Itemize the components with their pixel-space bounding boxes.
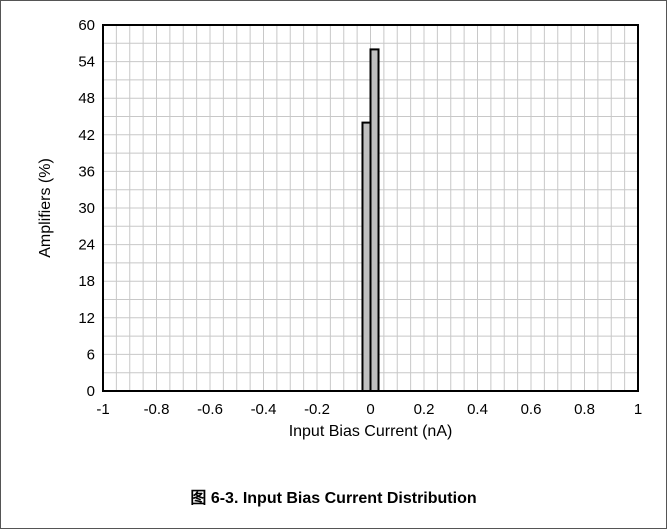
y-tick-label: 60 xyxy=(78,17,95,34)
x-tick-label: 0.4 xyxy=(467,401,488,418)
x-tick-label: 0.2 xyxy=(414,401,435,418)
y-tick-label: 54 xyxy=(78,54,95,71)
y-tick-label: 12 xyxy=(78,310,95,327)
y-tick-label: 42 xyxy=(78,127,95,144)
y-axis-tick-labels: 0 6 12 18 24 30 36 42 48 54 60 xyxy=(78,17,95,400)
histogram-chart: -1 -0.8 -0.6 -0.4 -0.2 0 0.2 0.4 0.6 0.8 1 0 6 12 18 2… xyxy=(37,17,642,440)
y-tick-label: 30 xyxy=(78,200,95,217)
x-tick-label: -0.8 xyxy=(144,401,170,418)
figure-caption: 图 6-3. Input Bias Current Distribution xyxy=(190,490,477,507)
histogram-bars xyxy=(361,48,380,393)
y-tick-label: 6 xyxy=(87,346,95,363)
x-tick-label: -1 xyxy=(96,401,109,418)
y-tick-label: 18 xyxy=(78,273,95,290)
x-tick-label: 0.8 xyxy=(574,401,595,418)
x-axis-tick-labels: -1 -0.8 -0.6 -0.4 -0.2 0 0.2 0.4 0.6 0.8 1 xyxy=(96,401,642,418)
x-tick-label: -0.2 xyxy=(304,401,330,418)
y-tick-label: 48 xyxy=(78,90,95,107)
y-tick-label: 24 xyxy=(78,237,95,254)
x-tick-label: 1 xyxy=(634,401,642,418)
x-axis-title: Input Bias Current (nA) xyxy=(289,423,453,440)
x-tick-label: 0 xyxy=(366,401,374,418)
plot-area-border xyxy=(102,24,639,392)
x-tick-label: -0.6 xyxy=(197,401,223,418)
x-tick-label: -0.4 xyxy=(251,401,277,418)
y-tick-label: 36 xyxy=(78,163,95,180)
x-tick-label: 0.6 xyxy=(521,401,542,418)
histogram-bar xyxy=(369,48,380,393)
y-axis-title: Amplifiers (%) xyxy=(37,158,54,258)
y-tick-label: 0 xyxy=(87,383,95,400)
histogram-bar xyxy=(361,121,372,392)
